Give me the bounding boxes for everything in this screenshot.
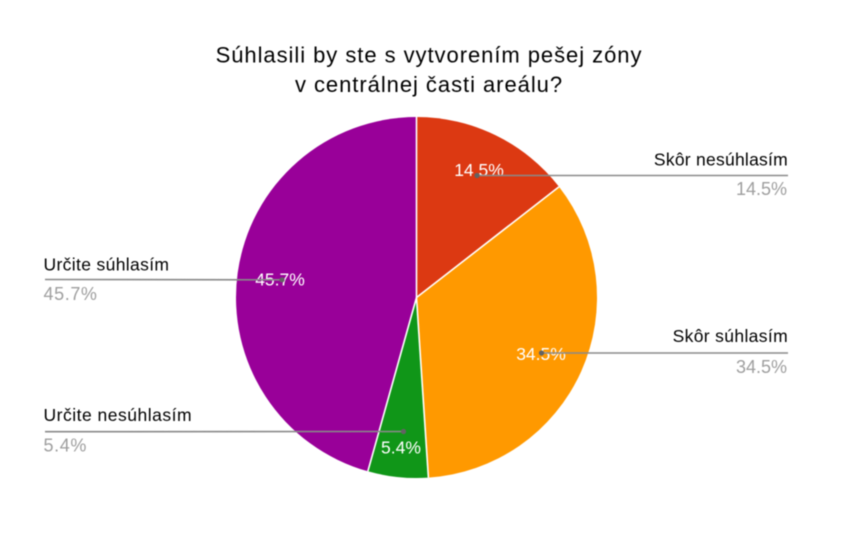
svg-text:Určite nesúhlasím: Určite nesúhlasím	[44, 405, 193, 425]
svg-text:Určite súhlasím: Určite súhlasím	[44, 255, 170, 275]
svg-text:Skôr súhlasím: Skôr súhlasím	[673, 326, 788, 346]
svg-text:5.4%: 5.4%	[381, 438, 421, 458]
svg-text:Súhlasili by ste s vytvorením: Súhlasili by ste s vytvorením pešej zóny	[216, 43, 643, 68]
svg-text:45.7%: 45.7%	[44, 284, 98, 304]
svg-text:5.4%: 5.4%	[44, 436, 87, 456]
svg-text:v centrálnej časti areálu?: v centrálnej časti areálu?	[295, 72, 563, 97]
svg-text:14.5%: 14.5%	[736, 179, 787, 199]
svg-text:Skôr nesúhlasím: Skôr nesúhlasím	[654, 150, 788, 170]
svg-text:34.5%: 34.5%	[736, 357, 787, 377]
